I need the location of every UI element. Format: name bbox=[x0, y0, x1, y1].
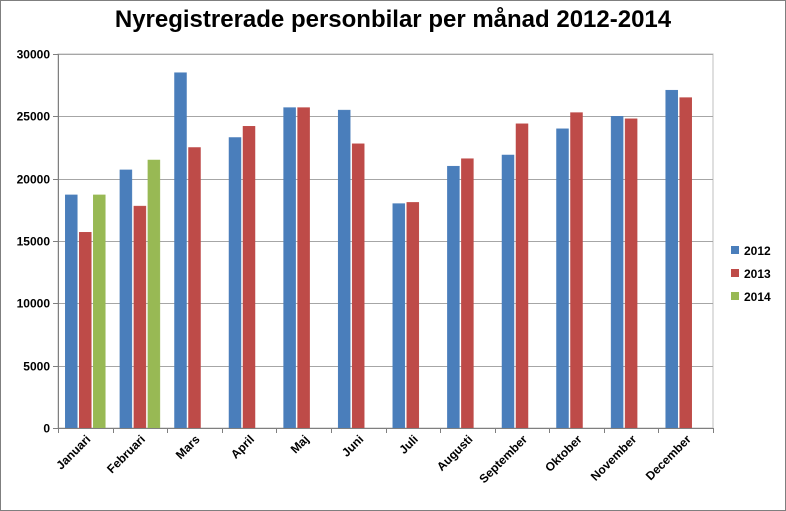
bar-2013-mars bbox=[188, 147, 201, 429]
bar-2014-januari bbox=[93, 194, 106, 429]
bar-2012-september bbox=[501, 154, 515, 429]
x-tick-label: Juli bbox=[396, 432, 421, 457]
y-tick-label: 20000 bbox=[17, 173, 51, 187]
x-tick-label: Mars bbox=[173, 432, 203, 462]
bar-2012-maj bbox=[283, 107, 296, 429]
bars bbox=[65, 72, 692, 429]
chart-title: Nyregistrerade personbilar per månad 201… bbox=[114, 6, 672, 33]
x-tick-label: December bbox=[643, 432, 694, 483]
bar-2013-september bbox=[515, 123, 529, 429]
bar-2012-mars bbox=[174, 72, 187, 429]
bar-2012-oktober bbox=[556, 128, 569, 429]
y-tick-label: 5000 bbox=[23, 360, 50, 374]
bar-2012-januari bbox=[65, 194, 78, 429]
x-axis: Januari Februari Mars April Maj Juni Juli Augus… bbox=[53, 428, 714, 486]
x-tick-label: Juni bbox=[339, 432, 366, 459]
x-tick-label: November bbox=[588, 432, 640, 484]
bar-2012-februari bbox=[119, 169, 133, 429]
bar-2013-november bbox=[624, 118, 638, 429]
x-tick-label: Januari bbox=[53, 432, 93, 472]
bar-2013-maj bbox=[297, 107, 310, 429]
bar-2012-november bbox=[610, 116, 624, 429]
legend-label-2013: 2013 bbox=[744, 267, 771, 281]
legend-swatch-2014 bbox=[731, 292, 739, 300]
bar-2013-januari bbox=[79, 232, 92, 429]
x-tick-label: Maj bbox=[288, 432, 312, 456]
x-tick-label: April bbox=[228, 432, 257, 461]
bar-2014-februari bbox=[147, 159, 161, 429]
legend-label-2014: 2014 bbox=[744, 290, 771, 304]
bar-2012-april bbox=[228, 137, 242, 429]
bar-2012-juni bbox=[337, 109, 351, 429]
x-tick-label: Februari bbox=[104, 432, 148, 476]
legend-label-2012: 2012 bbox=[744, 244, 771, 258]
y-tick-label: 10000 bbox=[17, 297, 51, 311]
legend-swatch-2012 bbox=[731, 246, 739, 254]
bar-2013-februari bbox=[133, 205, 147, 429]
y-tick-label: 15000 bbox=[17, 235, 51, 249]
legend-swatch-2013 bbox=[731, 269, 739, 277]
bar-2013-juli bbox=[406, 202, 420, 429]
bar-2013-oktober bbox=[570, 112, 583, 429]
bar-2013-juni bbox=[351, 143, 365, 429]
x-tick-label: Oktober bbox=[542, 432, 585, 475]
bar-2012-augusti bbox=[447, 165, 460, 429]
x-tick-label: Augusti bbox=[434, 432, 475, 473]
bar-2013-december bbox=[679, 97, 692, 429]
bar-2012-juli bbox=[392, 203, 406, 429]
bar-2012-december bbox=[665, 89, 678, 429]
bar-2013-april bbox=[242, 126, 256, 429]
legend: 2012 2013 2014 bbox=[731, 244, 771, 304]
x-tick-label: September bbox=[476, 432, 530, 486]
y-tick-label: 30000 bbox=[17, 48, 51, 62]
y-axis: 0 5000 10000 15000 20000 25000 30000 bbox=[17, 48, 59, 436]
bar-2013-augusti bbox=[461, 158, 474, 429]
y-tick-label: 25000 bbox=[17, 110, 51, 124]
y-tick-label: 0 bbox=[43, 422, 50, 436]
